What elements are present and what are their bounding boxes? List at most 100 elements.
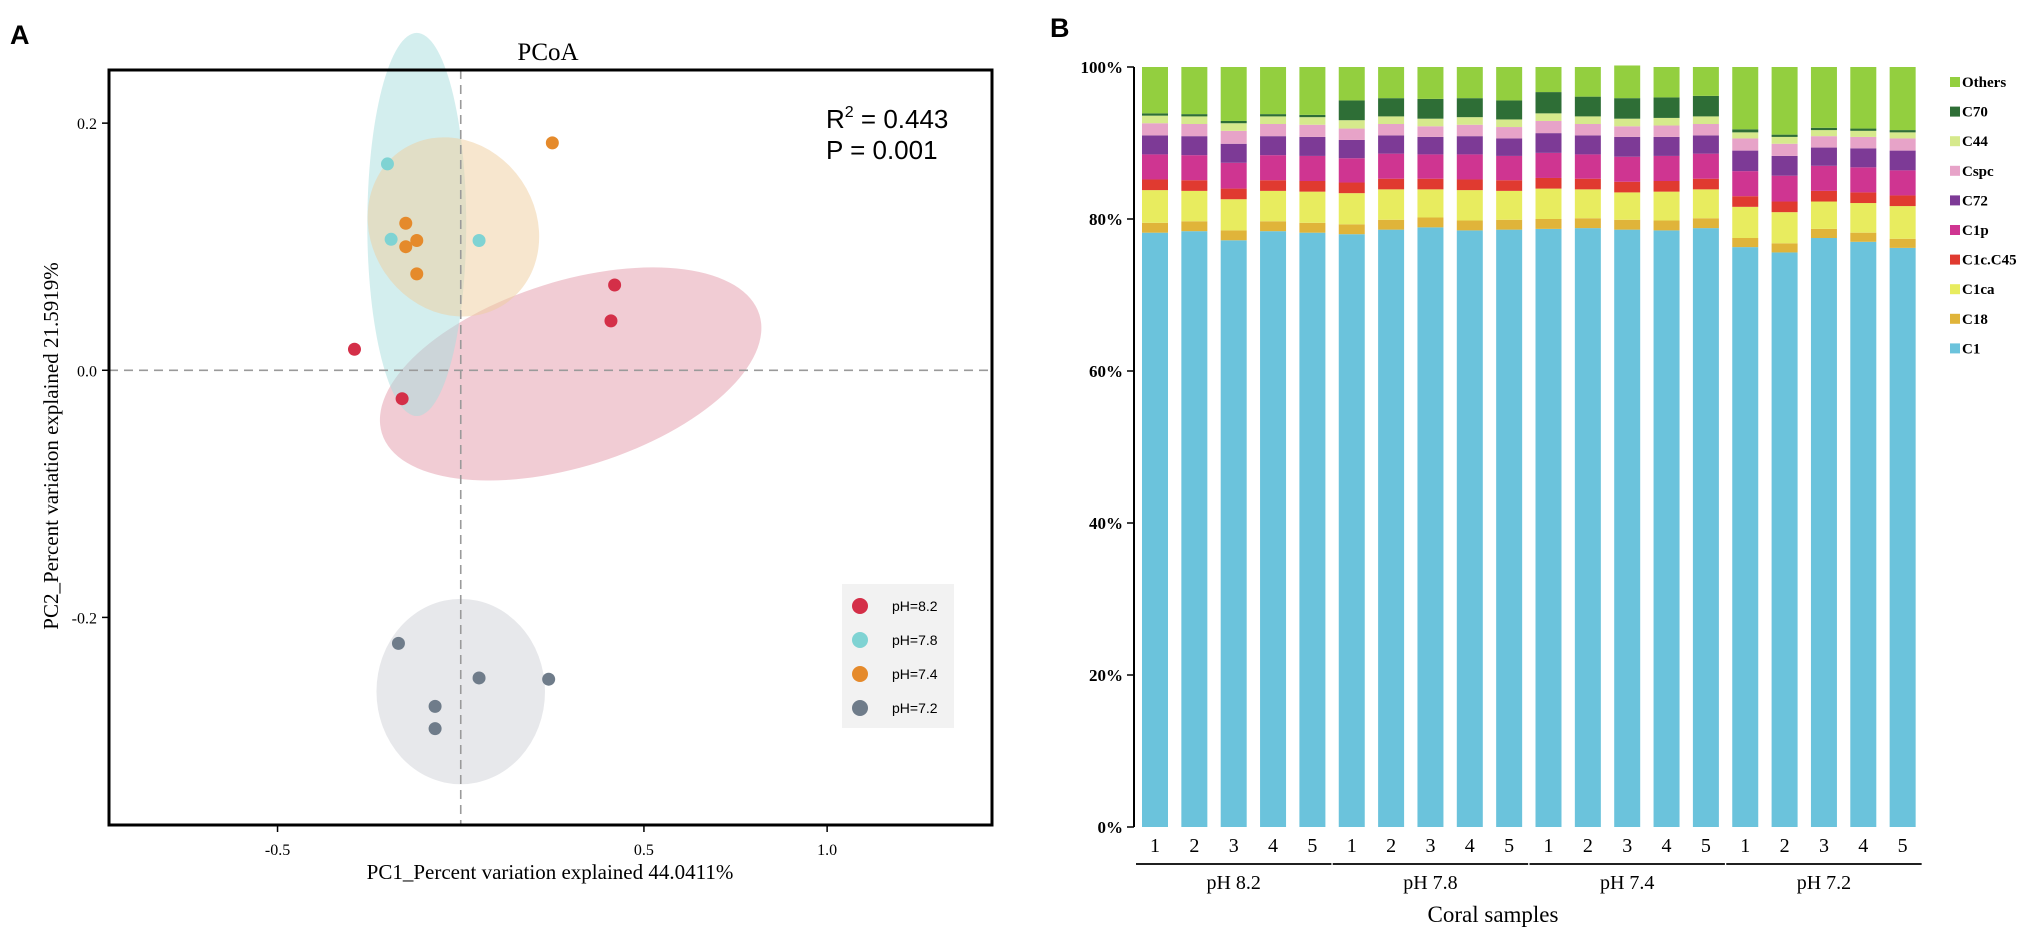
- bar-segment-c18-10: [1496, 219, 1523, 230]
- bar-segment-c72-6: [1338, 139, 1365, 159]
- bar-segment-cspc-12: [1574, 124, 1601, 136]
- bar-y-tick-label: 80%: [1089, 210, 1123, 229]
- bar-segment-c1-4: [1260, 231, 1287, 827]
- point-ph-7-8-3: [472, 234, 486, 248]
- bar-segment-c18-20: [1889, 238, 1916, 248]
- bar-segment-cspc-15: [1692, 124, 1719, 136]
- legend-label-ph-7-8: pH=7.8: [892, 632, 938, 648]
- point-ph-7-2-1: [391, 636, 405, 650]
- bar-segment-c44-1: [1142, 115, 1168, 124]
- bar-segment-c70-6: [1338, 100, 1365, 121]
- bar-segment-others-16: [1732, 67, 1759, 130]
- bar-segment-c1-11: [1535, 228, 1562, 827]
- bar-segment-c70-3: [1220, 120, 1247, 124]
- group-label-ph-8-2: pH 8.2: [1206, 872, 1260, 894]
- pcoa-x-tick-label: -0.5: [265, 842, 290, 859]
- bar-segment-c1c-c45-18: [1810, 190, 1837, 202]
- bar-segment-c18-9: [1456, 220, 1483, 231]
- bar-segment-c1c-c45-14: [1653, 181, 1680, 192]
- bar-segment-c1p-4: [1260, 155, 1287, 181]
- bar-segment-c1p-5: [1299, 155, 1326, 181]
- bar-segment-c18-5: [1299, 222, 1326, 233]
- bar-segment-c1-8: [1417, 227, 1444, 828]
- point-ph-7-4-1: [545, 136, 559, 150]
- pcoa-y-tick-label: -0.2: [72, 610, 97, 627]
- bar-segment-c44-13: [1614, 118, 1641, 127]
- bar-segment-c1-14: [1653, 230, 1680, 827]
- bar-segment-c70-8: [1417, 98, 1444, 119]
- bar-segment-c1ca-20: [1889, 206, 1916, 239]
- bar-legend-label-c44: C44: [1962, 134, 1988, 150]
- bar-segment-c1-7: [1378, 229, 1405, 827]
- bar-x-tick-label: 3: [1425, 835, 1435, 857]
- bar-segment-cspc-10: [1496, 127, 1523, 139]
- pcoa-y-tick-label: 0.2: [77, 116, 97, 133]
- bar-segment-c72-2: [1181, 136, 1208, 156]
- bar-legend-label-others: Others: [1962, 75, 2006, 91]
- pcoa-x-tick-label: 1.0: [817, 842, 837, 859]
- bar-segment-cspc-14: [1653, 125, 1680, 137]
- bar-segment-c1c-c45-4: [1260, 180, 1287, 191]
- bar-segment-c70-19: [1850, 128, 1877, 131]
- bar-y-tick-label: 40%: [1089, 514, 1123, 533]
- pcoa-ellipses: [367, 32, 762, 785]
- bar-segment-c70-4: [1260, 114, 1287, 117]
- bar-segment-c70-16: [1732, 129, 1759, 133]
- bar-segment-c70-10: [1496, 100, 1523, 120]
- bar-segment-others-18: [1810, 67, 1837, 128]
- bar-segment-c1ca-7: [1378, 189, 1405, 220]
- group-label-ph-7-2: pH 7.2: [1797, 872, 1851, 894]
- legend-marker-ph-7-2: [852, 700, 868, 716]
- bar-segment-c18-17: [1771, 243, 1798, 253]
- bar-segment-c70-5: [1299, 114, 1326, 118]
- group-label-ph-7-4: pH 7.4: [1600, 872, 1654, 894]
- bar-segment-c1c-c45-20: [1889, 195, 1916, 207]
- bar-segment-others-1: [1142, 67, 1168, 114]
- bar-segment-c1p-7: [1378, 153, 1405, 179]
- bar-segment-c1c-c45-6: [1338, 182, 1365, 194]
- bar-segment-c1-3: [1220, 240, 1247, 827]
- bar-x-tick-label: 2: [1189, 835, 1199, 857]
- bar-segment-cspc-19: [1850, 136, 1877, 149]
- bar-segment-cspc-5: [1299, 124, 1326, 137]
- bar-segment-c1p-20: [1889, 170, 1916, 196]
- bar-segment-others-12: [1574, 67, 1601, 97]
- point-ph-7-2-2: [472, 671, 486, 685]
- bar-segment-c72-20: [1889, 150, 1916, 171]
- bar-segment-c1ca-19: [1850, 203, 1877, 233]
- bar-segment-c18-14: [1653, 220, 1680, 231]
- bar-segment-c72-9: [1456, 136, 1483, 155]
- bar-segment-c1c-c45-2: [1181, 180, 1208, 191]
- bar-segment-c1p-6: [1338, 158, 1365, 183]
- bar-segment-c44-10: [1496, 119, 1523, 128]
- point-ph-8-2-4: [395, 392, 409, 406]
- bar-legend-swatch-c1ca: [1950, 284, 1960, 295]
- bar-segment-cspc-20: [1889, 138, 1916, 151]
- group-label-ph-7-8: pH 7.8: [1403, 872, 1457, 894]
- bar-segment-others-8: [1417, 67, 1444, 99]
- bar-x-axis-label: Coral samples: [1428, 902, 1559, 927]
- bar-segment-c1p-18: [1810, 165, 1837, 191]
- point-ph-7-4-4: [410, 234, 424, 248]
- bar-segment-c1p-3: [1220, 162, 1247, 189]
- bar-segment-c1p-14: [1653, 155, 1680, 181]
- bar-segment-c44-9: [1456, 117, 1483, 125]
- bar-y-tick-label: 0%: [1098, 818, 1124, 837]
- bar-segment-c1c-c45-3: [1220, 188, 1247, 200]
- bar-segment-others-2: [1181, 67, 1208, 115]
- bar-segment-c1p-19: [1850, 167, 1877, 193]
- point-ph-7-2-4: [428, 699, 442, 713]
- bar-segment-c72-16: [1732, 150, 1759, 172]
- bar-segment-c72-14: [1653, 136, 1680, 156]
- pcoa-panel: A PCoA -0.5 0.5 1.0 -0.2 0.0 0.2 PC1_Percent…: [10, 20, 994, 884]
- pcoa-x-ticks: -0.5 0.5 1.0: [265, 825, 837, 859]
- point-ph-7-2-5: [428, 722, 442, 736]
- r-squared-symbol: R: [826, 104, 845, 134]
- r-squared-value: = 0.443: [854, 104, 949, 134]
- bar-segment-c1ca-17: [1771, 212, 1798, 244]
- legend-label-ph-7-2: pH=7.2: [892, 700, 938, 716]
- bar-x-tick-labels: 1 2 3 4 5 1 2 3 4 5 1 2 3 4 5 1 2 3 4 5: [1150, 835, 1908, 857]
- bar-segment-cspc-2: [1181, 124, 1208, 137]
- bar-segment-c70-12: [1574, 96, 1601, 117]
- bar-segment-c70-15: [1692, 95, 1719, 117]
